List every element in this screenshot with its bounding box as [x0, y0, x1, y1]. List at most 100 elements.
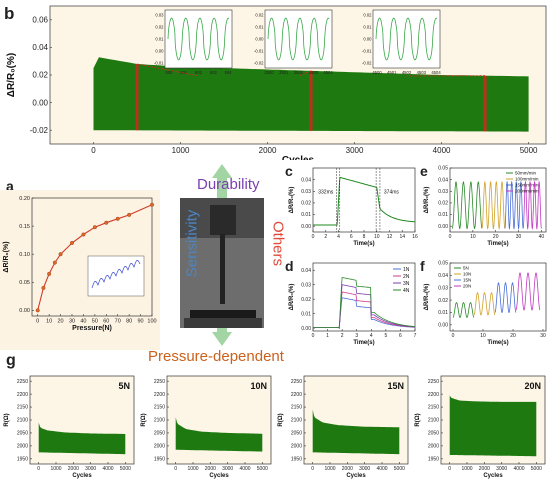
arrow-up-icon: [212, 164, 232, 200]
y-tick-label: 0.01: [438, 212, 448, 218]
y-axis-label: ΔR/R₀(%): [289, 187, 295, 214]
x-tick-label: 5: [384, 333, 387, 339]
y-axis-label: ΔR/R₀(%): [424, 187, 430, 214]
y-tick-label: 0.00: [301, 224, 311, 230]
x-tick-label: 6: [350, 234, 353, 240]
data-point: [41, 285, 46, 290]
inset-wave: [375, 17, 438, 61]
x-tick-label: 30: [540, 333, 546, 339]
chart-a: 0 10 20 30 40 50 60 70 80 90 100 0.00 0.05 0.10 0.15 0.…: [0, 190, 160, 350]
data-point: [104, 220, 109, 225]
y-axis-label: ΔR/R₀(%): [289, 284, 295, 311]
x-tick-label: 0: [91, 146, 96, 155]
panel-label-b: b: [4, 4, 15, 23]
y-tick-label: 2250: [17, 379, 28, 385]
y-tick-label: 0.03: [301, 282, 311, 288]
inset-x-tick-label: 2502: [294, 70, 304, 75]
x-tick-label: 0: [311, 466, 314, 472]
x-tick-label: 0: [452, 333, 455, 339]
inset-y-tick-label: 0.00: [255, 37, 264, 42]
x-axis-label: Time(s): [353, 241, 374, 247]
data-point: [58, 252, 63, 257]
data-point: [149, 202, 154, 207]
inset-y-tick-label: 0.00: [363, 37, 372, 42]
inset-x-tick-label: 4502: [402, 70, 412, 75]
y-tick-label: 2050: [291, 431, 302, 437]
y-tick-label: 0.04: [438, 177, 448, 183]
x-tick-label: 0: [312, 234, 315, 240]
x-tick-label: 7: [414, 333, 417, 339]
legend-label: 5N: [463, 266, 469, 271]
x-tick-label: 4000: [376, 466, 387, 472]
inset-x-tick-label: 4503: [417, 70, 427, 75]
data-point: [69, 240, 74, 245]
inset-y-tick-label: 0.03: [155, 13, 164, 18]
data-point: [35, 308, 40, 313]
y-axis-label: R(Ω): [141, 413, 147, 426]
data-point: [115, 216, 120, 221]
y-tick-label: 2150: [428, 405, 439, 411]
plot-frame: [312, 167, 416, 233]
x-tick-label: 4000: [239, 466, 250, 472]
inset-wave: [267, 17, 330, 61]
x-tick-label: 2000: [342, 466, 353, 472]
y-tick-label: -0.02: [30, 126, 49, 135]
x-tick-label: 0: [449, 234, 452, 240]
y-tick-label: 2000: [291, 444, 302, 450]
x-tick-label: 2000: [259, 146, 277, 155]
panel-label-e: e: [420, 163, 428, 179]
y-tick-label: 0.03: [438, 189, 448, 195]
x-axis-label: Time(s): [487, 340, 508, 346]
inset-wave: [91, 260, 141, 289]
x-tick-label: 1000: [461, 466, 472, 472]
inset-y-tick-label: -0.01: [254, 49, 264, 54]
series-line-1N: [313, 297, 416, 329]
chart-b: 0 1000 2000 3000 4000 5000 -0.02 0.00 0.02 0.04 0.…: [6, 5, 547, 160]
legend-label: 2N: [403, 274, 410, 280]
y-tick-label: 2200: [154, 392, 165, 398]
x-tick-label: 3000: [222, 466, 233, 472]
series-line-20N: [515, 272, 541, 311]
chart-e: 0 10 20 30 40 0.00 0.01 0.02 0.03 0.04 0.05 Time(s)…: [424, 166, 547, 247]
inset-connector: [298, 70, 312, 77]
x-tick-label: 3: [355, 333, 358, 339]
legend-label: 10N: [250, 381, 267, 391]
x-tick-label: 16: [412, 234, 418, 240]
x-tick-label: 5000: [120, 466, 131, 472]
inset-x-tick-label: 504: [225, 70, 233, 75]
y-tick-label: 2100: [428, 418, 439, 424]
chart-g-15n: 0 1000 2000 3000 4000 5000 1950 2000 2050 2100 215…: [278, 375, 409, 479]
y-tick-label: 2000: [154, 444, 165, 450]
x-tick-label: 3000: [85, 466, 96, 472]
inset-y-tick-label: 0.01: [155, 37, 164, 42]
x-tick-label: 0: [36, 319, 39, 325]
x-tick-label: 100: [147, 319, 156, 325]
inset-x-tick-label: 2503: [309, 70, 319, 75]
series-line-10N: [473, 292, 496, 316]
data-point: [47, 271, 52, 276]
x-tick-label: 8: [363, 234, 366, 240]
x-tick-label: 1000: [172, 146, 190, 155]
x-tick-label: 2000: [68, 466, 79, 472]
panel-label-d: d: [285, 258, 294, 274]
y-tick-label: 2250: [154, 379, 165, 385]
sensor-base: [190, 310, 256, 318]
data-point: [127, 212, 132, 217]
series-line-5N: [452, 302, 475, 318]
y-axis-label: R(Ω): [278, 413, 284, 426]
inset-x-tick-label: 2500: [264, 70, 274, 75]
y-tick-label: 2050: [17, 431, 28, 437]
y-tick-label: 2000: [17, 444, 28, 450]
x-tick-label: 50: [92, 319, 98, 325]
x-tick-label: 40: [539, 234, 545, 240]
inset-x-tick-label: 4500: [372, 70, 382, 75]
x-axis-label: Cycles: [72, 473, 92, 479]
y-tick-label: 0.00: [438, 322, 448, 328]
x-axis-label: Cycles: [282, 155, 315, 160]
chart-g-5n: 0 1000 2000 3000 4000 5000 1950 2000 2050 2100 215…: [4, 375, 135, 479]
y-tick-label: 2000: [428, 444, 439, 450]
y-tick-label: 0.02: [32, 71, 48, 80]
cycle-marker: [135, 63, 139, 131]
x-tick-label: 1000: [50, 466, 61, 472]
x-axis-label: Time(s): [487, 241, 508, 247]
